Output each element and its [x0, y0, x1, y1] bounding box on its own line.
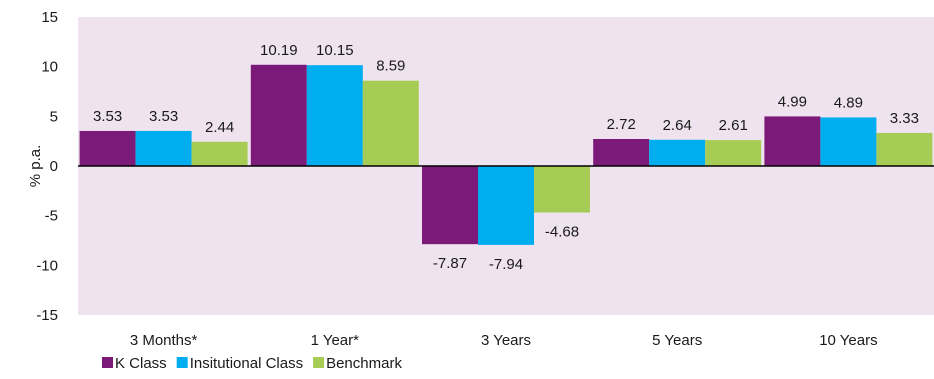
- y-tick-label: 10: [41, 59, 58, 76]
- x-tick-label: 3 Months*: [130, 332, 198, 349]
- legend-label: K Class: [115, 355, 167, 372]
- bar: [135, 130, 192, 166]
- bar: [191, 141, 248, 166]
- y-axis-label: % p.a.: [27, 145, 44, 188]
- y-tick-label: 0: [50, 158, 58, 175]
- legend-swatch: [313, 357, 325, 368]
- data-label: 10.19: [260, 42, 298, 59]
- bar: [478, 166, 534, 245]
- bar: [79, 130, 136, 166]
- data-label: 2.72: [607, 116, 636, 133]
- bar: [820, 117, 877, 166]
- bar: [306, 65, 363, 166]
- x-tick-label: 3 Years: [481, 332, 531, 349]
- data-label: 3.33: [890, 110, 919, 127]
- x-tick-label: 10 Years: [819, 332, 877, 349]
- bar: [764, 116, 821, 166]
- y-tick-label: -5: [45, 208, 58, 225]
- data-label: 4.89: [834, 94, 863, 111]
- data-label: 3.53: [93, 108, 122, 125]
- data-label: -4.68: [545, 223, 579, 240]
- bar: [250, 64, 307, 166]
- legend-swatch: [102, 357, 113, 368]
- x-tick-label: 1 Year*: [311, 332, 360, 349]
- data-label: 2.44: [205, 119, 234, 136]
- y-tick-label: -10: [36, 257, 58, 274]
- legend-item: Benchmark: [313, 355, 402, 372]
- data-label: 4.99: [778, 93, 807, 110]
- data-label: 8.59: [376, 58, 405, 75]
- legend-swatch: [176, 357, 188, 368]
- data-label: -7.94: [489, 256, 523, 273]
- bar: [534, 166, 590, 213]
- data-label: 2.64: [663, 117, 692, 134]
- legend-label: Insitutional Class: [190, 355, 303, 372]
- data-label: 3.53: [149, 108, 178, 125]
- data-label: -7.87: [433, 255, 467, 272]
- legend-label: Benchmark: [326, 355, 402, 372]
- data-label: 2.61: [719, 117, 748, 134]
- y-tick-label: 5: [50, 108, 58, 125]
- bar: [362, 80, 419, 166]
- y-tick-label: 15: [41, 9, 58, 26]
- data-label: 10.15: [316, 42, 354, 59]
- bar: [705, 140, 762, 166]
- x-tick-label: 5 Years: [652, 332, 702, 349]
- bar: [649, 139, 706, 166]
- bar: [422, 166, 478, 245]
- bar: [593, 138, 650, 166]
- y-tick-label: -15: [36, 307, 58, 324]
- legend-item: K Class: [102, 355, 167, 372]
- bar: [876, 132, 933, 166]
- legend-item: Insitutional Class: [176, 355, 303, 372]
